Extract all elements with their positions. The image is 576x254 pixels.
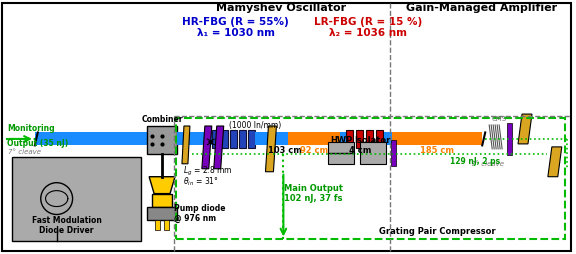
Bar — [147, 207, 177, 220]
Bar — [384, 133, 392, 145]
Text: Grating Pair Compressor: Grating Pair Compressor — [379, 227, 496, 236]
Bar — [340, 133, 346, 145]
Bar — [391, 140, 396, 166]
Text: HWP: HWP — [330, 136, 352, 145]
Polygon shape — [182, 126, 190, 164]
Text: Mamyshev Oscillator: Mamyshev Oscillator — [217, 3, 346, 13]
Polygon shape — [149, 177, 175, 194]
Bar — [289, 133, 340, 145]
Text: CMS: CMS — [491, 116, 507, 122]
Bar — [346, 130, 353, 148]
Bar — [328, 142, 354, 164]
Polygon shape — [518, 114, 532, 144]
Text: 92 cm: 92 cm — [300, 146, 328, 155]
Bar — [238, 130, 245, 148]
Bar — [155, 220, 160, 230]
Polygon shape — [214, 126, 223, 169]
Bar — [392, 133, 482, 145]
Text: (1000 ln/mm): (1000 ln/mm) — [229, 121, 281, 130]
Bar — [248, 130, 255, 148]
Bar — [35, 133, 147, 145]
Text: 103 cm: 103 cm — [268, 146, 302, 155]
Text: Output (35 nJ): Output (35 nJ) — [7, 139, 68, 148]
Text: 4 cm: 4 cm — [348, 146, 371, 155]
Bar — [152, 194, 172, 207]
Polygon shape — [202, 126, 212, 169]
Text: Combiner: Combiner — [141, 115, 183, 124]
Bar — [12, 157, 141, 241]
Text: Fast Modulation
Diode Driver: Fast Modulation Diode Driver — [32, 216, 101, 235]
Bar — [230, 130, 237, 148]
Bar — [147, 126, 177, 154]
Polygon shape — [548, 147, 562, 177]
Text: HR-FBG (R = 55%): HR-FBG (R = 55%) — [182, 17, 289, 27]
Text: 129 nJ, 2 ps: 129 nJ, 2 ps — [450, 157, 501, 166]
Polygon shape — [266, 126, 276, 172]
Text: $\theta_{in}$ = 31°: $\theta_{in}$ = 31° — [183, 176, 219, 188]
Text: Pump diode
@ 976 nm: Pump diode @ 976 nm — [174, 204, 225, 223]
Bar — [212, 130, 219, 148]
Text: Gain-Managed Amplifier: Gain-Managed Amplifier — [406, 3, 557, 13]
Bar — [176, 118, 564, 239]
Bar — [164, 220, 169, 230]
Bar — [507, 123, 512, 155]
Bar — [356, 130, 363, 148]
Bar — [366, 130, 373, 148]
Bar — [360, 142, 386, 164]
Text: Main Output: Main Output — [285, 184, 343, 193]
Bar — [255, 133, 289, 145]
Text: $L_g$ = 2.8 mm: $L_g$ = 2.8 mm — [183, 165, 233, 178]
Text: LR-FBG (R = 15 %): LR-FBG (R = 15 %) — [314, 17, 422, 27]
Text: 7° cleave: 7° cleave — [471, 161, 503, 167]
Bar — [177, 133, 212, 145]
Bar — [376, 130, 383, 148]
Text: Isolator: Isolator — [355, 136, 391, 145]
Text: 7° cleave: 7° cleave — [9, 149, 41, 155]
Text: λ₂ = 1036 nm: λ₂ = 1036 nm — [329, 27, 407, 38]
Text: 185 cm: 185 cm — [420, 146, 454, 155]
Text: Monitoring: Monitoring — [7, 124, 55, 133]
Bar — [221, 130, 228, 148]
Text: λ₁ = 1030 nm: λ₁ = 1030 nm — [196, 27, 275, 38]
Text: 102 nJ, 37 fs: 102 nJ, 37 fs — [285, 194, 343, 203]
